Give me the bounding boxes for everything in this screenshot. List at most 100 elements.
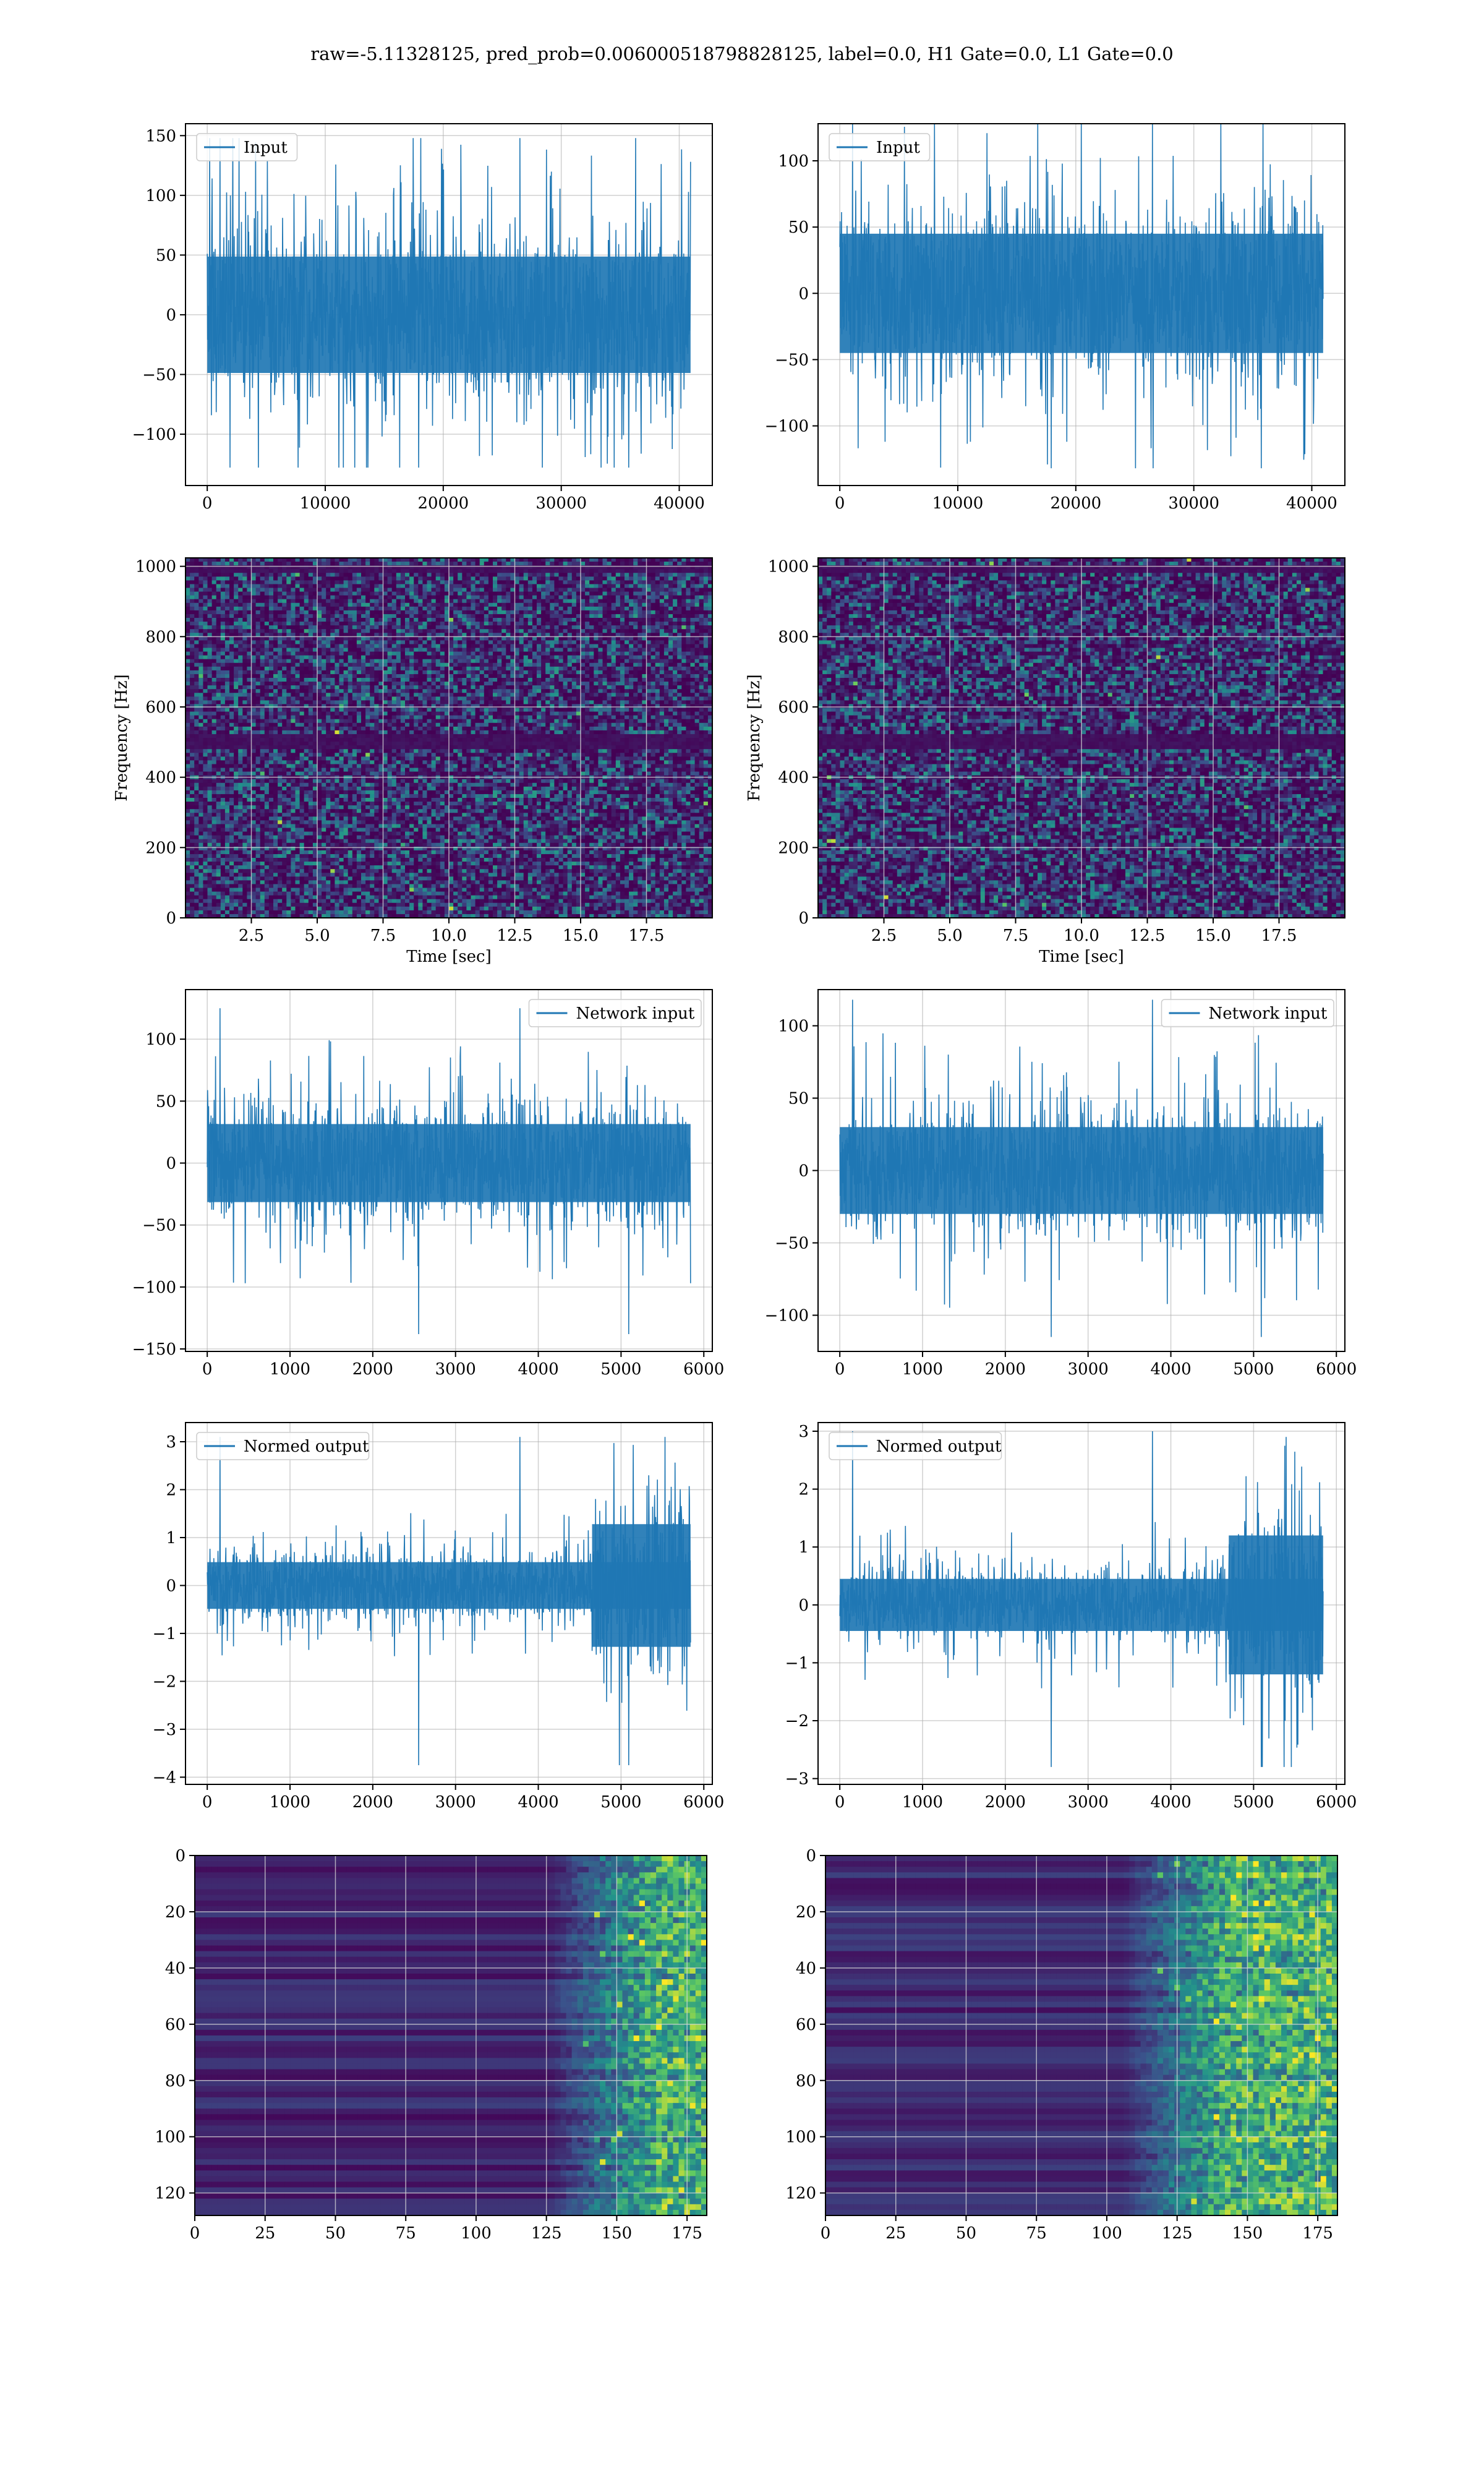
y-tick-label: −50 <box>775 1235 809 1253</box>
x-tick-label: 3000 <box>435 1793 476 1812</box>
y-tick-label: 0 <box>166 909 176 928</box>
y-tick-label: 50 <box>156 246 176 265</box>
y-tick-label: −50 <box>142 1217 176 1235</box>
x-tick-label: 6000 <box>1316 1360 1357 1379</box>
y-tick-label: −150 <box>132 1340 176 1359</box>
x-tick-label: 2000 <box>352 1360 393 1379</box>
x-tick-label: 4000 <box>518 1360 558 1379</box>
y-axis-label: Frequency [Hz] <box>113 674 131 802</box>
y-tick-label: 20 <box>796 1903 816 1922</box>
y-tick-label: 400 <box>778 769 809 787</box>
y-tick-label: 50 <box>788 218 809 237</box>
x-tick-label: 5000 <box>600 1793 641 1812</box>
legend-label: Network input <box>1209 1004 1328 1023</box>
x-tick-label: 12.5 <box>497 927 533 945</box>
x-tick-label: 5.0 <box>304 927 330 945</box>
series-burst-band <box>592 1524 691 1646</box>
x-tick-label: 6000 <box>1316 1793 1357 1812</box>
x-tick-label: 0 <box>202 494 213 513</box>
x-tick-label: 3000 <box>1068 1793 1109 1812</box>
x-tick-label: 100 <box>1091 2224 1122 2243</box>
chart-normed-right: 0 1000 2000 3000 4000 5000 6000−3−2−10123Norme… <box>785 1423 1357 1812</box>
x-tick-label: 15.0 <box>1195 927 1231 945</box>
x-tick-label: 30000 <box>1168 494 1219 513</box>
x-tick-label: 50 <box>956 2224 976 2243</box>
y-tick-label: 0 <box>175 1847 186 1865</box>
x-tick-label: 125 <box>1162 2224 1193 2243</box>
y-tick-label: −50 <box>142 366 176 384</box>
legend: Normed output <box>197 1432 369 1460</box>
legend-label: Input <box>244 139 288 157</box>
y-tick-label: −2 <box>785 1712 809 1731</box>
y-tick-label: 600 <box>778 698 809 717</box>
y-tick-label: −100 <box>765 1307 809 1325</box>
chart-spec-right: 2.5 5.0 7.5 10.0 12.5 15.0 17.5020040060080010… <box>745 558 1345 966</box>
x-tick-label: 75 <box>396 2224 416 2243</box>
heatmap-cells <box>195 1856 707 2216</box>
y-tick-label: 200 <box>778 839 809 857</box>
x-tick-label: 3000 <box>435 1360 476 1379</box>
x-tick-label: 0 <box>835 1360 845 1379</box>
x-tick-label: 30000 <box>535 494 587 513</box>
y-tick-label: 1 <box>798 1538 809 1557</box>
x-tick-label: 10000 <box>300 494 351 513</box>
y-tick-label: 2 <box>798 1481 809 1499</box>
legend: Input <box>829 134 930 161</box>
chart-net-right: 0 1000 2000 3000 4000 5000 6000−100−50050100Ne… <box>765 990 1357 1379</box>
y-tick-label: 1000 <box>135 558 176 576</box>
y-tick-label: 0 <box>166 1154 176 1173</box>
series-core-band <box>840 234 1323 353</box>
y-tick-label: −2 <box>153 1672 176 1691</box>
x-tick-label: 17.5 <box>1261 927 1297 945</box>
x-tick-label: 0 <box>190 2224 200 2243</box>
x-tick-label: 4000 <box>518 1793 558 1812</box>
x-tick-label: 6000 <box>683 1793 724 1812</box>
series-burst-band <box>1229 1536 1323 1675</box>
legend-label: Normed output <box>244 1437 369 1456</box>
x-tick-label: 150 <box>1232 2224 1263 2243</box>
y-tick-label: 0 <box>798 285 809 303</box>
y-tick-label: −100 <box>132 426 176 444</box>
x-tick-label: 75 <box>1026 2224 1047 2243</box>
x-tick-label: 5000 <box>1233 1793 1274 1812</box>
x-tick-label: 2000 <box>985 1793 1026 1812</box>
x-tick-label: 10.0 <box>1064 927 1099 945</box>
y-tick-label: −4 <box>153 1768 176 1787</box>
x-tick-label: 4000 <box>1150 1360 1191 1379</box>
y-tick-label: 800 <box>778 628 809 646</box>
x-tick-label: 20000 <box>1050 494 1101 513</box>
y-tick-label: 50 <box>156 1092 176 1111</box>
x-tick-label: 40000 <box>654 494 705 513</box>
chart-spec-left: 2.5 5.0 7.5 10.0 12.5 15.0 17.5020040060080010… <box>113 558 713 966</box>
x-tick-label: 7.5 <box>1003 927 1028 945</box>
x-tick-label: 2000 <box>985 1360 1026 1379</box>
x-tick-label: 25 <box>885 2224 906 2243</box>
x-tick-label: 5.0 <box>937 927 962 945</box>
x-tick-label: 3000 <box>1068 1360 1109 1379</box>
y-tick-label: 20 <box>165 1903 186 1922</box>
legend: Normed output <box>829 1432 1002 1460</box>
y-tick-label: 100 <box>145 1030 176 1049</box>
x-tick-label: 40000 <box>1286 494 1337 513</box>
y-tick-label: 60 <box>165 2016 186 2034</box>
x-tick-label: 0 <box>202 1360 213 1379</box>
x-tick-label: 6000 <box>683 1360 724 1379</box>
y-tick-label: 60 <box>796 2016 816 2034</box>
x-tick-label: 1000 <box>270 1793 310 1812</box>
y-tick-label: −100 <box>765 417 809 436</box>
x-tick-label: 0 <box>835 494 845 513</box>
x-tick-label: 7.5 <box>370 927 396 945</box>
y-tick-label: 0 <box>166 1577 176 1595</box>
legend: Input <box>197 134 297 161</box>
y-tick-label: 100 <box>155 2128 186 2147</box>
legend-label: Input <box>876 139 920 157</box>
y-tick-label: 40 <box>165 1959 186 1978</box>
y-tick-label: 100 <box>785 2128 816 2147</box>
series-core-band <box>207 257 691 373</box>
y-tick-label: 100 <box>145 187 176 205</box>
y-tick-label: 0 <box>798 1596 809 1615</box>
x-tick-label: 17.5 <box>629 927 665 945</box>
x-tick-label: 150 <box>602 2224 633 2243</box>
